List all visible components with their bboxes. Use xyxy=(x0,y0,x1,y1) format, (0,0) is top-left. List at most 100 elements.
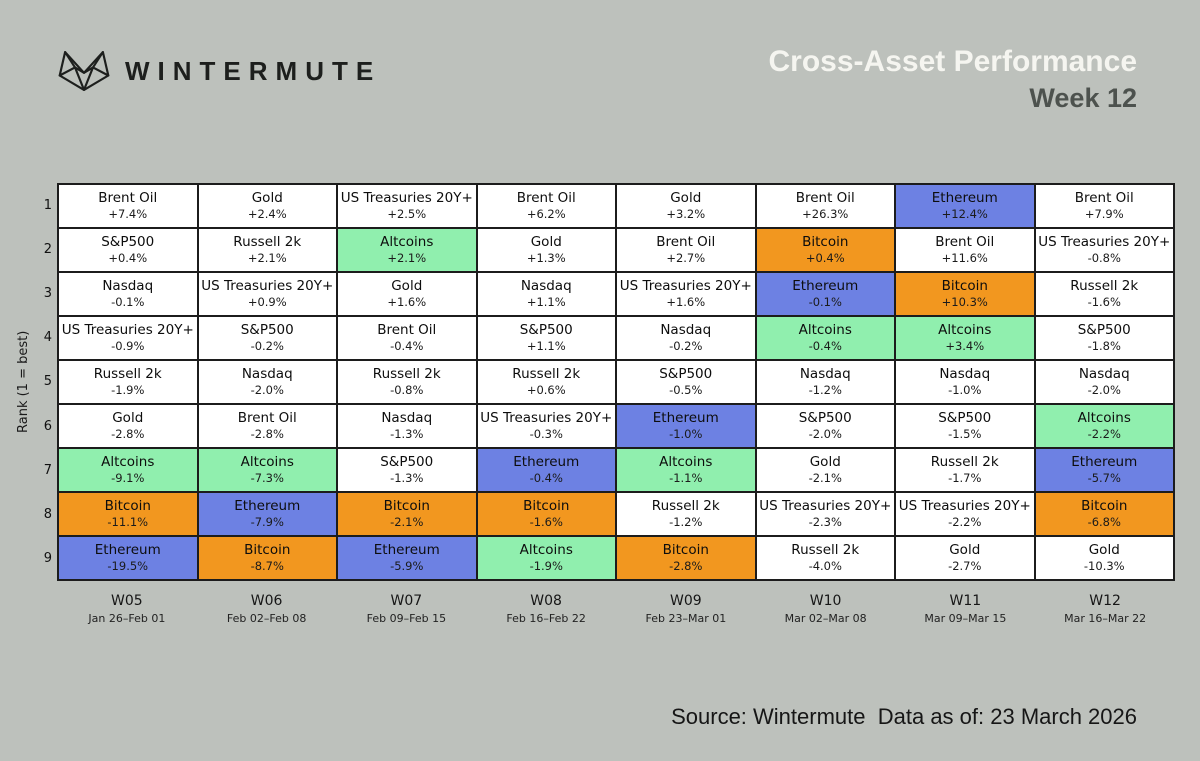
cell-asset-label: Brent Oil xyxy=(1074,190,1134,207)
grid-cell: Nasdaq +1.1% xyxy=(477,273,615,315)
cell-change-value: -6.8% xyxy=(1087,515,1121,530)
cell-change-value: -2.8% xyxy=(250,427,284,442)
grid-cell: Altcoins +2.1% xyxy=(338,229,476,271)
cell-change-value: -0.5% xyxy=(669,383,703,398)
cell-change-value: +1.1% xyxy=(526,339,566,354)
cell-asset-label: Gold xyxy=(112,410,144,427)
cell-asset-label: US Treasuries 20Y+ xyxy=(1038,234,1171,251)
grid-cell: Nasdaq -1.0% xyxy=(896,361,1034,403)
cell-asset-label: US Treasuries 20Y+ xyxy=(898,498,1031,515)
week-code: W12 xyxy=(1089,593,1121,609)
cell-asset-label: Brent Oil xyxy=(377,322,437,339)
week-label: W08 Feb 16–Feb 22 xyxy=(476,593,616,625)
cell-asset-label: Bitcoin xyxy=(383,498,430,515)
cell-change-value: -1.2% xyxy=(808,383,842,398)
grid-cell: Gold +1.3% xyxy=(477,229,615,271)
cell-asset-label: Gold xyxy=(530,234,562,251)
week-date-range: Jan 26–Feb 01 xyxy=(88,612,166,625)
cell-asset-label: Brent Oil xyxy=(237,410,297,427)
cell-change-value: +6.2% xyxy=(526,207,566,222)
cell-change-value: -8.7% xyxy=(250,559,284,574)
cell-change-value: -0.2% xyxy=(250,339,284,354)
week-label: W12 Mar 16–Mar 22 xyxy=(1035,593,1175,625)
grid-cell: S&P500 -1.5% xyxy=(896,405,1034,447)
grid-cell: Gold +3.2% xyxy=(617,185,755,227)
week-label: W11 Mar 09–Mar 15 xyxy=(896,593,1036,625)
grid-cell: Gold +1.6% xyxy=(338,273,476,315)
week-date-range: Mar 09–Mar 15 xyxy=(924,612,1007,625)
cell-asset-label: Altcoins xyxy=(798,322,852,339)
cell-change-value: -2.3% xyxy=(808,515,842,530)
cell-change-value: -2.0% xyxy=(250,383,284,398)
cell-asset-label: Bitcoin xyxy=(1081,498,1128,515)
grid-cell: Gold -10.3% xyxy=(1035,537,1173,579)
week-label: W07 Feb 09–Feb 15 xyxy=(337,593,477,625)
grid-cell: Ethereum -5.7% xyxy=(1035,449,1173,491)
cell-change-value: -0.1% xyxy=(111,295,145,310)
cell-asset-label: S&P500 xyxy=(240,322,294,339)
grid-cell: Bitcoin -6.8% xyxy=(1035,493,1173,535)
cell-change-value: -2.0% xyxy=(1087,383,1121,398)
cell-change-value: +3.2% xyxy=(666,207,706,222)
cell-change-value: -2.8% xyxy=(111,427,145,442)
cell-change-value: +2.4% xyxy=(247,207,287,222)
week-code: W07 xyxy=(390,593,423,609)
grid-cell: Altcoins +3.4% xyxy=(896,317,1034,359)
grid-cell: US Treasuries 20Y+ -0.8% xyxy=(1035,229,1173,271)
cell-change-value: +0.6% xyxy=(526,383,566,398)
cell-change-value: -2.2% xyxy=(1087,427,1121,442)
grid-cell: US Treasuries 20Y+ -2.3% xyxy=(756,493,894,535)
cell-asset-label: Russell 2k xyxy=(372,366,441,383)
cell-change-value: -1.3% xyxy=(390,471,424,486)
rank-tick: 4 xyxy=(43,330,52,346)
grid-cell: Brent Oil +7.9% xyxy=(1035,185,1173,227)
cell-change-value: -5.7% xyxy=(1087,471,1121,486)
cell-asset-label: Russell 2k xyxy=(930,454,999,471)
cell-asset-label: Russell 2k xyxy=(651,498,720,515)
cell-asset-label: US Treasuries 20Y+ xyxy=(759,498,892,515)
week-date-range: Feb 23–Mar 01 xyxy=(645,612,727,625)
week-label: W09 Feb 23–Mar 01 xyxy=(616,593,756,625)
week-label: W06 Feb 02–Feb 08 xyxy=(197,593,337,625)
cell-asset-label: S&P500 xyxy=(519,322,573,339)
cell-asset-label: Russell 2k xyxy=(791,542,860,559)
cell-change-value: -0.1% xyxy=(808,295,842,310)
brand-header: WINTERMUTE xyxy=(57,48,381,94)
week-code: W08 xyxy=(530,593,562,609)
cell-change-value: +0.4% xyxy=(108,251,148,266)
page-subtitle: Week 12 xyxy=(1029,83,1137,113)
cell-asset-label: Altcoins xyxy=(380,234,434,251)
cell-asset-label: S&P500 xyxy=(659,366,713,383)
week-code: W10 xyxy=(809,593,842,609)
cell-asset-label: Ethereum xyxy=(513,454,580,471)
grid-cell: US Treasuries 20Y+ +2.5% xyxy=(338,185,476,227)
cell-change-value: -0.4% xyxy=(529,471,563,486)
as-of-label: Data as of: 23 March 2026 xyxy=(877,704,1137,729)
grid-cell: Bitcoin -1.6% xyxy=(477,493,615,535)
week-date-range: Feb 16–Feb 22 xyxy=(506,612,586,625)
grid-cell: Russell 2k +0.6% xyxy=(477,361,615,403)
cell-change-value: -2.1% xyxy=(390,515,424,530)
grid-cell: Russell 2k -1.7% xyxy=(896,449,1034,491)
cell-asset-label: Nasdaq xyxy=(241,366,293,383)
rank-tick: 1 xyxy=(43,197,52,213)
grid-cell: Bitcoin +0.4% xyxy=(756,229,894,271)
cell-change-value: -0.8% xyxy=(1087,251,1121,266)
cell-asset-label: Nasdaq xyxy=(799,366,851,383)
grid-cell: Bitcoin +10.3% xyxy=(896,273,1034,315)
grid-cell: Altcoins -1.9% xyxy=(477,537,615,579)
cell-asset-label: Nasdaq xyxy=(1078,366,1130,383)
cell-asset-label: Gold xyxy=(670,190,702,207)
cell-asset-label: Bitcoin xyxy=(104,498,151,515)
grid-cell: Nasdaq -0.1% xyxy=(59,273,197,315)
cell-change-value: +1.6% xyxy=(666,295,706,310)
cell-change-value: -1.9% xyxy=(529,559,563,574)
cell-change-value: -1.7% xyxy=(948,471,982,486)
cell-asset-label: Altcoins xyxy=(938,322,992,339)
cell-change-value: -1.6% xyxy=(1087,295,1121,310)
grid-cell: S&P500 -0.5% xyxy=(617,361,755,403)
cell-asset-label: S&P500 xyxy=(798,410,852,427)
grid-cell: Russell 2k -1.9% xyxy=(59,361,197,403)
grid-cell: S&P500 -2.0% xyxy=(756,405,894,447)
grid-cell: Gold -2.7% xyxy=(896,537,1034,579)
